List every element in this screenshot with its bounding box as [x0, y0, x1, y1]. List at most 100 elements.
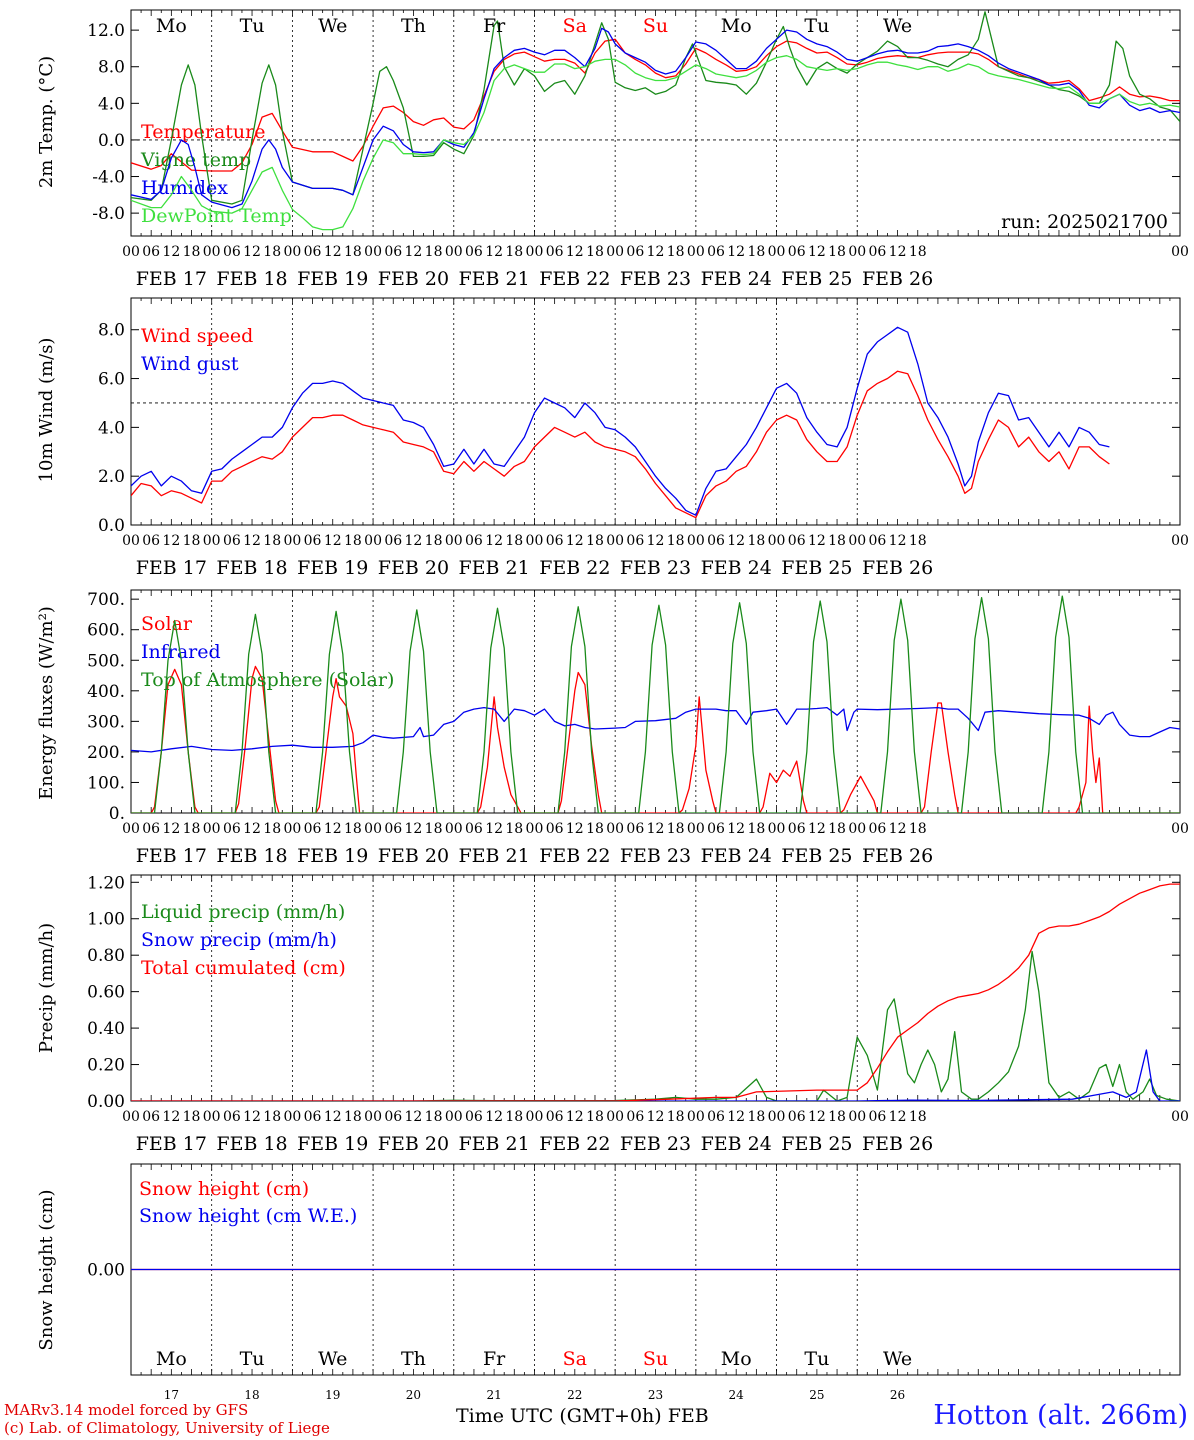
hour-tick-label: 12	[324, 1109, 342, 1125]
y-axis-title: Precip (mm/h)	[36, 923, 57, 1053]
hour-tick-label: 00	[848, 1109, 866, 1125]
weekday-label: Mo	[721, 15, 752, 37]
hour-tick-label: 18	[425, 244, 443, 260]
hour-tick-label: 18	[425, 1109, 443, 1125]
hour-tick-label: 06	[626, 533, 644, 549]
y-tick-label: 0.0	[98, 516, 125, 536]
hour-tick-label: 06	[384, 821, 402, 837]
y-axis-title: Energy fluxes (W/m²)	[36, 606, 57, 800]
hour-tick-label: 06	[384, 1109, 402, 1125]
hour-tick-label: 18	[909, 821, 927, 837]
hour-tick-label: 12	[162, 533, 180, 549]
y-tick-label: 2.0	[98, 467, 125, 487]
hour-tick-label: 18	[909, 244, 927, 260]
hour-tick-label: 00	[687, 244, 705, 260]
hour-tick-label: 18	[344, 821, 362, 837]
hour-tick-label: 00	[364, 821, 382, 837]
hour-tick-label: 18	[909, 1109, 927, 1125]
y-tick-label: 700.	[87, 590, 125, 610]
date-label: FEB 21	[458, 845, 529, 867]
weekday-label: Tu	[240, 15, 265, 37]
legend-entry: Infrared	[141, 641, 221, 663]
y-axis-title: 2m Temp. (°C)	[36, 56, 57, 188]
legend-entry: Wind speed	[141, 325, 253, 347]
y-tick-label: 1.00	[87, 910, 125, 930]
weekday-label: Mo	[721, 1348, 752, 1370]
hour-tick-label: 00	[606, 1109, 624, 1125]
legend-entry: Liquid precip (mm/h)	[141, 901, 345, 923]
hour-tick-label: 18	[586, 821, 604, 837]
y-tick-label: 300.	[87, 712, 125, 732]
date-label: FEB 26	[862, 268, 933, 290]
hour-tick-label: 00	[526, 244, 544, 260]
hour-tick-label: 12	[647, 533, 665, 549]
hour-tick-label: 06	[626, 244, 644, 260]
x-axis-title: Time UTC (GMT+0h) FEB	[456, 1405, 709, 1427]
day-number-label: 19	[325, 1388, 340, 1402]
date-label: FEB 24	[701, 845, 772, 867]
hour-tick-label: 18	[828, 533, 846, 549]
hour-tick-label: 00	[768, 244, 786, 260]
hour-tick-label: 06	[546, 821, 564, 837]
date-label: FEB 21	[458, 1133, 529, 1155]
hour-tick-label: 06	[707, 533, 725, 549]
series-line-top-of-atmosphere-solar	[131, 595, 1180, 813]
date-label: FEB 24	[701, 268, 772, 290]
y-tick-label: 0.0	[98, 131, 125, 151]
legend-entry: Temperature	[141, 121, 265, 143]
hour-tick-label: 18	[586, 1109, 604, 1125]
legend-entry: Solar	[141, 613, 193, 635]
date-label: FEB 19	[297, 1133, 368, 1155]
series-line-total-cumulated-cm	[131, 883, 1180, 1101]
y-tick-label: 4.0	[98, 418, 125, 438]
hour-tick-label: 06	[788, 1109, 806, 1125]
hour-tick-label: 18	[263, 821, 281, 837]
y-tick-label: 0.40	[87, 1019, 125, 1039]
day-number-label: 20	[406, 1388, 421, 1402]
hour-tick-label: 06	[223, 821, 241, 837]
date-label: FEB 25	[781, 557, 852, 579]
hour-tick-label: 12	[162, 821, 180, 837]
hour-tick-label: 00	[848, 821, 866, 837]
legend-entry: Snow height (cm W.E.)	[139, 1205, 357, 1227]
series-line-liquid-precip-mm-h	[131, 950, 1180, 1101]
y-tick-label: 0.00	[87, 1092, 125, 1112]
day-number-label: 17	[164, 1388, 179, 1402]
hour-tick-label: 00	[526, 1109, 544, 1125]
date-label: FEB 18	[216, 845, 287, 867]
date-label: FEB 18	[216, 268, 287, 290]
hour-tick-label: 06	[223, 244, 241, 260]
weekday-label: Fr	[483, 1348, 506, 1370]
hour-tick-label: 06	[142, 533, 160, 549]
legend-entry: Top of Atmosphere (Solar)	[141, 669, 394, 691]
station-label: Hotton (alt. 266m)	[933, 1400, 1188, 1431]
hour-tick-label: 00	[1171, 1109, 1189, 1125]
hour-tick-label: 18	[183, 1109, 201, 1125]
weekday-label: Mo	[156, 1348, 187, 1370]
hour-tick-label: 06	[868, 533, 886, 549]
hour-tick-label: 06	[304, 533, 322, 549]
hour-tick-label: 18	[828, 821, 846, 837]
day-number-label: 25	[809, 1388, 824, 1402]
series-line-humidex	[131, 27, 1180, 209]
hour-tick-label: 06	[546, 244, 564, 260]
hour-tick-label: 00	[687, 821, 705, 837]
series-line-dewpoint-temp	[131, 55, 1180, 231]
hour-tick-label: 18	[667, 533, 685, 549]
hour-tick-label: 18	[263, 533, 281, 549]
hour-tick-label: 00	[122, 821, 140, 837]
y-tick-label: 0.00	[87, 1261, 125, 1281]
hour-tick-label: 12	[889, 244, 907, 260]
hour-tick-label: 00	[283, 821, 301, 837]
legend-entry: Humidex	[141, 177, 228, 199]
y-tick-label: 12.0	[87, 21, 125, 41]
weekday-label: Fr	[483, 15, 506, 37]
hour-tick-label: 06	[788, 244, 806, 260]
date-label: FEB 21	[458, 268, 529, 290]
date-label: FEB 20	[378, 557, 449, 579]
date-label: FEB 19	[297, 845, 368, 867]
hour-tick-label: 06	[465, 1109, 483, 1125]
hour-tick-label: 00	[768, 533, 786, 549]
y-tick-label: 8.0	[98, 58, 125, 78]
date-label: FEB 22	[539, 1133, 610, 1155]
